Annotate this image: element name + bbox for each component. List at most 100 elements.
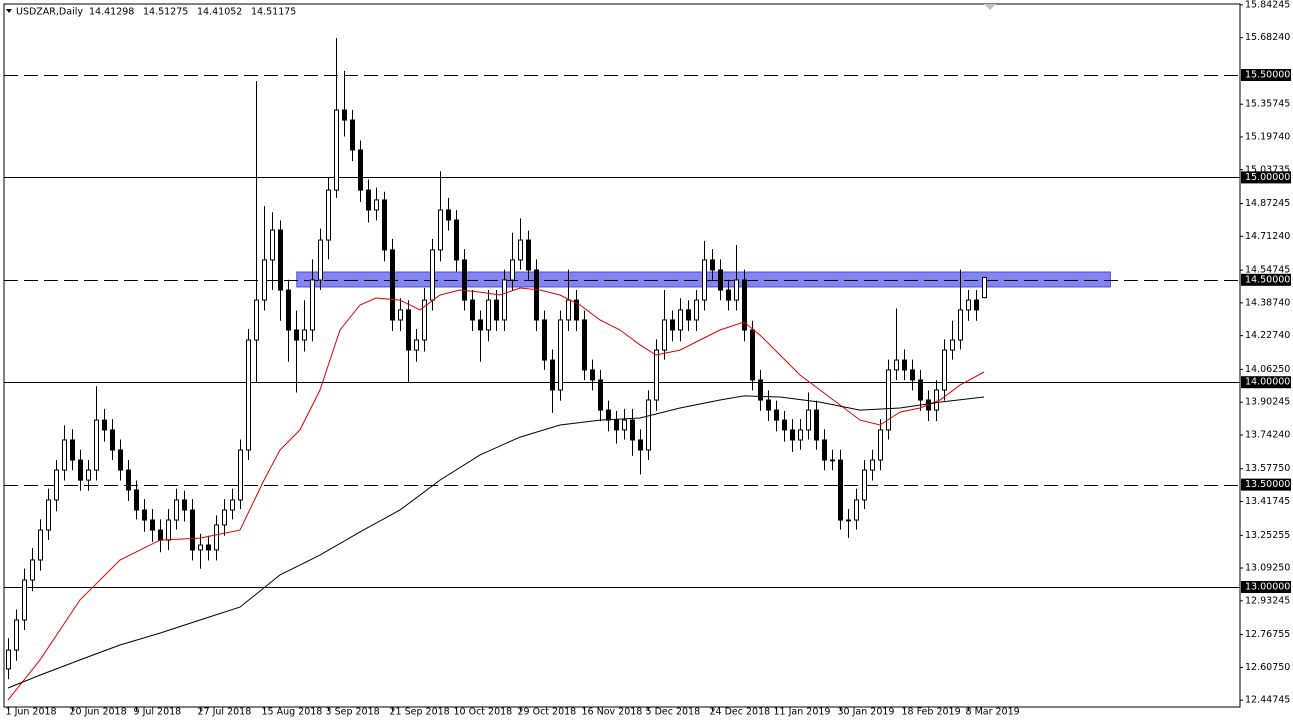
candle-body — [310, 279, 315, 331]
y-tick-label: 15.35745 — [1245, 99, 1290, 110]
candle-body — [974, 299, 979, 311]
candle-body — [278, 229, 283, 291]
level-label-box — [1241, 171, 1291, 184]
candle-body — [582, 319, 587, 371]
candle-body — [454, 219, 459, 261]
level-label-box — [1241, 376, 1291, 389]
candle-body — [750, 329, 755, 381]
candle-body — [366, 189, 371, 211]
level-label: 13.00000 — [1245, 582, 1290, 593]
candle-body — [894, 359, 899, 371]
candle-body — [30, 559, 35, 581]
x-tick-label: 8 Mar 2019 — [966, 707, 1020, 718]
candle-body — [766, 399, 771, 411]
candle-body — [22, 579, 27, 621]
candle-body — [158, 529, 163, 541]
level-label-box — [1241, 273, 1291, 286]
y-tick-label: 12.60750 — [1245, 662, 1290, 673]
candle-body — [526, 239, 531, 271]
candle-body — [270, 229, 275, 261]
candle-body — [62, 439, 67, 471]
header-value: 14.41052 — [197, 7, 242, 18]
candle-body — [782, 419, 787, 431]
candle-body — [326, 189, 331, 241]
candle-body — [654, 349, 659, 401]
candle-body — [214, 524, 219, 551]
candle-body — [630, 419, 635, 441]
candle-body — [950, 339, 955, 351]
candle-body — [862, 469, 867, 501]
x-tick-label: 30 Jan 2019 — [838, 707, 895, 718]
candle-body — [966, 299, 971, 311]
header-value: 14.51275 — [143, 7, 188, 18]
candle-body — [438, 209, 443, 251]
candle-body — [918, 379, 923, 401]
candle-body — [510, 259, 515, 281]
candle-body — [374, 199, 379, 211]
level-label: 14.00000 — [1245, 377, 1290, 388]
x-tick-label: 16 Nov 2018 — [582, 707, 643, 718]
level-label-box — [1241, 69, 1291, 82]
candle-body — [486, 299, 491, 331]
candle-body — [446, 209, 451, 221]
candle-body — [254, 299, 259, 341]
candle-body — [14, 619, 19, 651]
candle-body — [126, 469, 131, 491]
candle-body — [854, 499, 859, 521]
candle-body — [494, 299, 499, 321]
candle-body — [710, 259, 715, 271]
y-tick-label: 13.09250 — [1245, 563, 1290, 574]
candle-body — [166, 519, 171, 541]
candle-body — [518, 239, 523, 261]
candle-body — [54, 469, 59, 501]
candle-body — [910, 369, 915, 381]
candle-body — [830, 459, 835, 462]
level-label: 15.00000 — [1245, 172, 1290, 183]
candle-body — [550, 359, 555, 391]
candle-body — [982, 276, 987, 299]
x-tick-label: 24 Dec 2018 — [710, 707, 771, 718]
candle-body — [246, 339, 251, 451]
candle-body — [414, 339, 419, 351]
x-tick-label: 9 Jul 2018 — [134, 707, 182, 718]
y-tick-label: 14.06250 — [1245, 364, 1290, 375]
candle-body — [134, 489, 139, 511]
y-tick-label: 12.93245 — [1245, 595, 1290, 606]
candle-body — [542, 319, 547, 361]
candle-body — [606, 409, 611, 421]
candle-body — [70, 439, 75, 461]
candle-body — [886, 369, 891, 431]
moving-average — [7, 395, 985, 689]
candle-body — [734, 279, 739, 301]
y-tick-label: 12.76755 — [1245, 629, 1290, 640]
x-tick-label: 1 Jun 2018 — [6, 707, 57, 718]
x-tick-label: 3 Sep 2018 — [326, 707, 380, 718]
candle-body — [534, 269, 539, 321]
candle-body — [822, 439, 827, 461]
candle-body — [742, 279, 747, 331]
candle-body — [118, 449, 123, 471]
candle-body — [590, 369, 595, 381]
candle-body — [670, 319, 675, 331]
candle-body — [398, 309, 403, 321]
candle-body — [102, 419, 107, 431]
candle-body — [702, 259, 707, 301]
candle-body — [838, 459, 843, 521]
candle-body — [814, 409, 819, 441]
candle-body — [774, 409, 779, 421]
candle-body — [934, 389, 939, 411]
candle-body — [110, 429, 115, 451]
candle-body — [230, 499, 235, 511]
y-tick-label: 14.71240 — [1245, 231, 1290, 242]
candle-body — [694, 299, 699, 321]
candle-body — [390, 249, 395, 321]
candle-body — [318, 239, 323, 281]
candle-body — [422, 299, 427, 341]
candle-body — [678, 309, 683, 331]
candle-body — [502, 279, 507, 321]
candle-body — [38, 529, 43, 561]
chart-title: USDZAR,Daily — [16, 7, 83, 18]
header-value: 14.41298 — [89, 7, 134, 18]
y-tick-label: 15.03735 — [1245, 164, 1290, 175]
candle-body — [942, 349, 947, 391]
